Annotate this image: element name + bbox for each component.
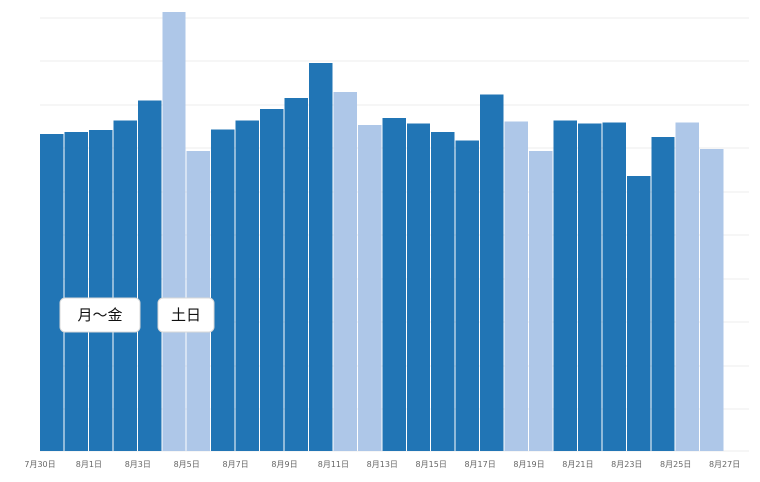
x-tick-label-0: 7月30日 — [24, 460, 55, 469]
legend-weekend-box — [157, 297, 215, 333]
x-tick-label-1: 8月1日 — [76, 460, 102, 469]
x-tick-label-8: 8月15日 — [416, 460, 447, 469]
bar-13 — [357, 124, 382, 452]
bar-12 — [333, 92, 357, 452]
bar-22 — [577, 123, 602, 451]
bar-16 — [431, 131, 455, 452]
x-tick-label-10: 8月19日 — [513, 460, 544, 469]
x-tick-label-2: 8月3日 — [125, 460, 151, 469]
bar-11 — [308, 62, 333, 451]
x-tick-label-5: 8月9日 — [271, 460, 297, 469]
bar-1 — [64, 131, 88, 452]
x-tick-label-11: 8月21日 — [562, 460, 593, 469]
x-tick-label-3: 8月5日 — [174, 460, 200, 469]
bar-10 — [284, 97, 308, 452]
bar-9 — [260, 108, 284, 451]
x-tick-label-14: 8月27日 — [709, 460, 740, 469]
bar-18 — [480, 94, 504, 452]
bar-5 — [162, 11, 186, 451]
bar-27 — [700, 149, 724, 451]
bar-7 — [211, 129, 235, 452]
x-tick-label-4: 8月7日 — [223, 460, 249, 469]
bars — [40, 11, 724, 452]
bar-14 — [382, 118, 406, 452]
bar-26 — [675, 122, 700, 451]
x-tick-label-9: 8月17日 — [464, 460, 495, 469]
bar-24 — [626, 176, 651, 451]
bar-21 — [553, 120, 577, 452]
bar-8 — [235, 120, 260, 452]
bar-15 — [406, 123, 431, 451]
bar-0 — [40, 134, 64, 452]
bar-17 — [455, 140, 480, 451]
bar-3 — [113, 120, 137, 452]
x-tick-label-12: 8月23日 — [611, 460, 642, 469]
legend-weekend: 土日 — [157, 297, 215, 333]
x-tick-labels: 7月30日 8月1日 8月3日 8月5日 8月7日 8月9日 8月11日 8月13日 8月15日… — [24, 460, 740, 469]
legend-weekend-label: 土日 — [171, 306, 201, 324]
legend-weekday-label: 月～金 — [77, 306, 122, 324]
x-tick-label-13: 8月25日 — [660, 460, 691, 469]
bar-19 — [504, 121, 528, 451]
legend-weekday-box — [59, 297, 141, 333]
bar-25 — [651, 136, 675, 451]
x-tick-label-6: 8月11日 — [318, 460, 349, 469]
x-tick-label-7: 8月13日 — [367, 460, 398, 469]
legend-weekday: 月～金 — [59, 297, 141, 333]
bar-20 — [529, 151, 553, 451]
bar-2 — [88, 130, 113, 451]
bar-23 — [602, 122, 626, 451]
bar-4 — [137, 100, 162, 451]
